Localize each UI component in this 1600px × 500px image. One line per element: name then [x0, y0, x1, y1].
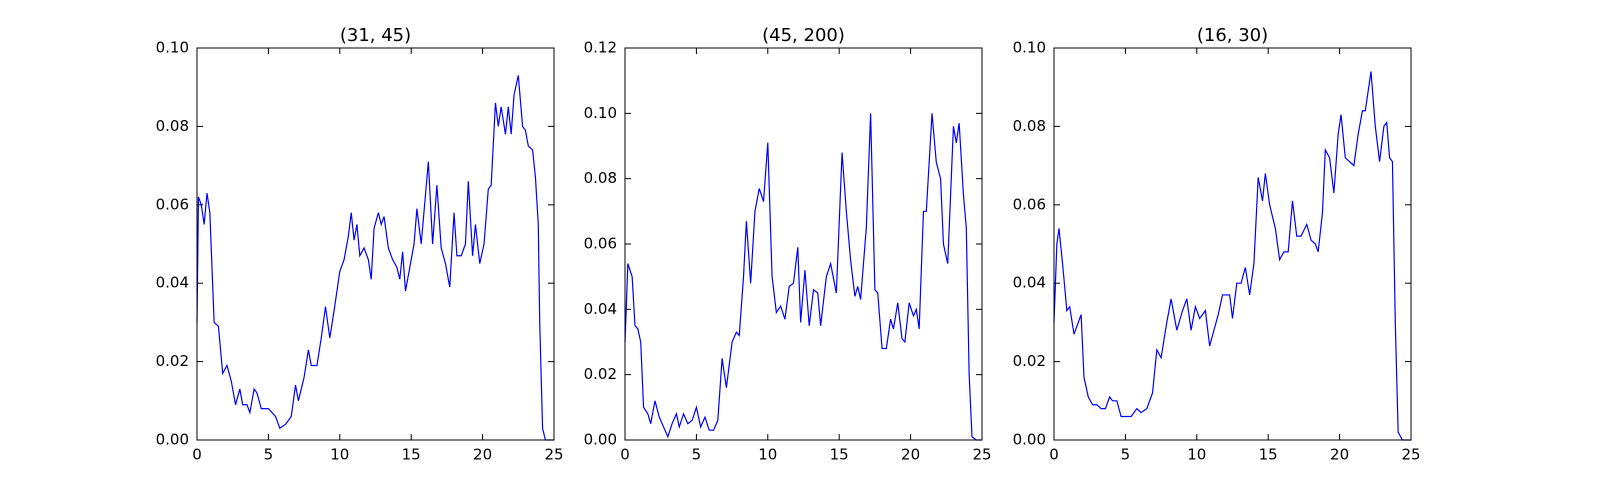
y-tick-label: 0.06 [1013, 195, 1046, 213]
y-tick-label: 0.10 [584, 104, 617, 122]
x-tick-label: 10 [1187, 446, 1206, 464]
x-tick-label: 5 [1121, 446, 1131, 464]
y-tick-label: 0.02 [1013, 352, 1046, 370]
x-tick-label: 20 [473, 446, 492, 464]
y-tick-label: 0.08 [584, 169, 617, 187]
x-tick-label: 15 [1259, 446, 1278, 464]
chart-title: (45, 200) [762, 25, 845, 46]
y-tick-label: 0.00 [1013, 431, 1046, 449]
data-line [1053, 71, 1411, 441]
y-tick-label: 0.02 [584, 365, 617, 383]
y-tick-label: 0.00 [156, 431, 189, 449]
plot-frame [624, 47, 983, 441]
x-tick-label: 0 [620, 446, 630, 464]
x-tick-label: 0 [192, 446, 202, 464]
chart-title: (31, 45) [340, 25, 411, 46]
y-tick-label: 0.10 [156, 39, 189, 57]
x-tick-label: 20 [901, 446, 920, 464]
x-tick-label: 10 [330, 446, 349, 464]
y-tick-label: 0.08 [156, 117, 189, 135]
y-tick-label: 0.04 [1013, 274, 1046, 292]
y-tick-label: 0.04 [156, 274, 189, 292]
y-tick-label: 0.02 [156, 352, 189, 370]
y-tick-label: 0.04 [584, 300, 617, 318]
y-tick-label: 0.12 [584, 39, 617, 57]
x-tick-label: 25 [544, 446, 563, 464]
x-tick-label: 15 [402, 446, 421, 464]
y-tick-label: 0.06 [584, 235, 617, 253]
x-tick-label: 15 [830, 446, 849, 464]
x-tick-label: 5 [264, 446, 274, 464]
y-tick-label: 0.00 [584, 431, 617, 449]
plot-frame [196, 47, 555, 441]
x-tick-label: 10 [758, 446, 777, 464]
x-tick-label: 20 [1330, 446, 1349, 464]
x-tick-label: 0 [1049, 446, 1059, 464]
data-line [196, 75, 554, 441]
x-tick-label: 25 [972, 446, 991, 464]
y-tick-label: 0.10 [1013, 39, 1046, 57]
data-line [624, 113, 982, 441]
plot-frame [1053, 47, 1412, 441]
x-tick-label: 5 [692, 446, 702, 464]
chart-title: (16, 30) [1197, 25, 1268, 46]
y-tick-label: 0.06 [156, 195, 189, 213]
x-tick-label: 25 [1401, 446, 1420, 464]
y-tick-label: 0.08 [1013, 117, 1046, 135]
